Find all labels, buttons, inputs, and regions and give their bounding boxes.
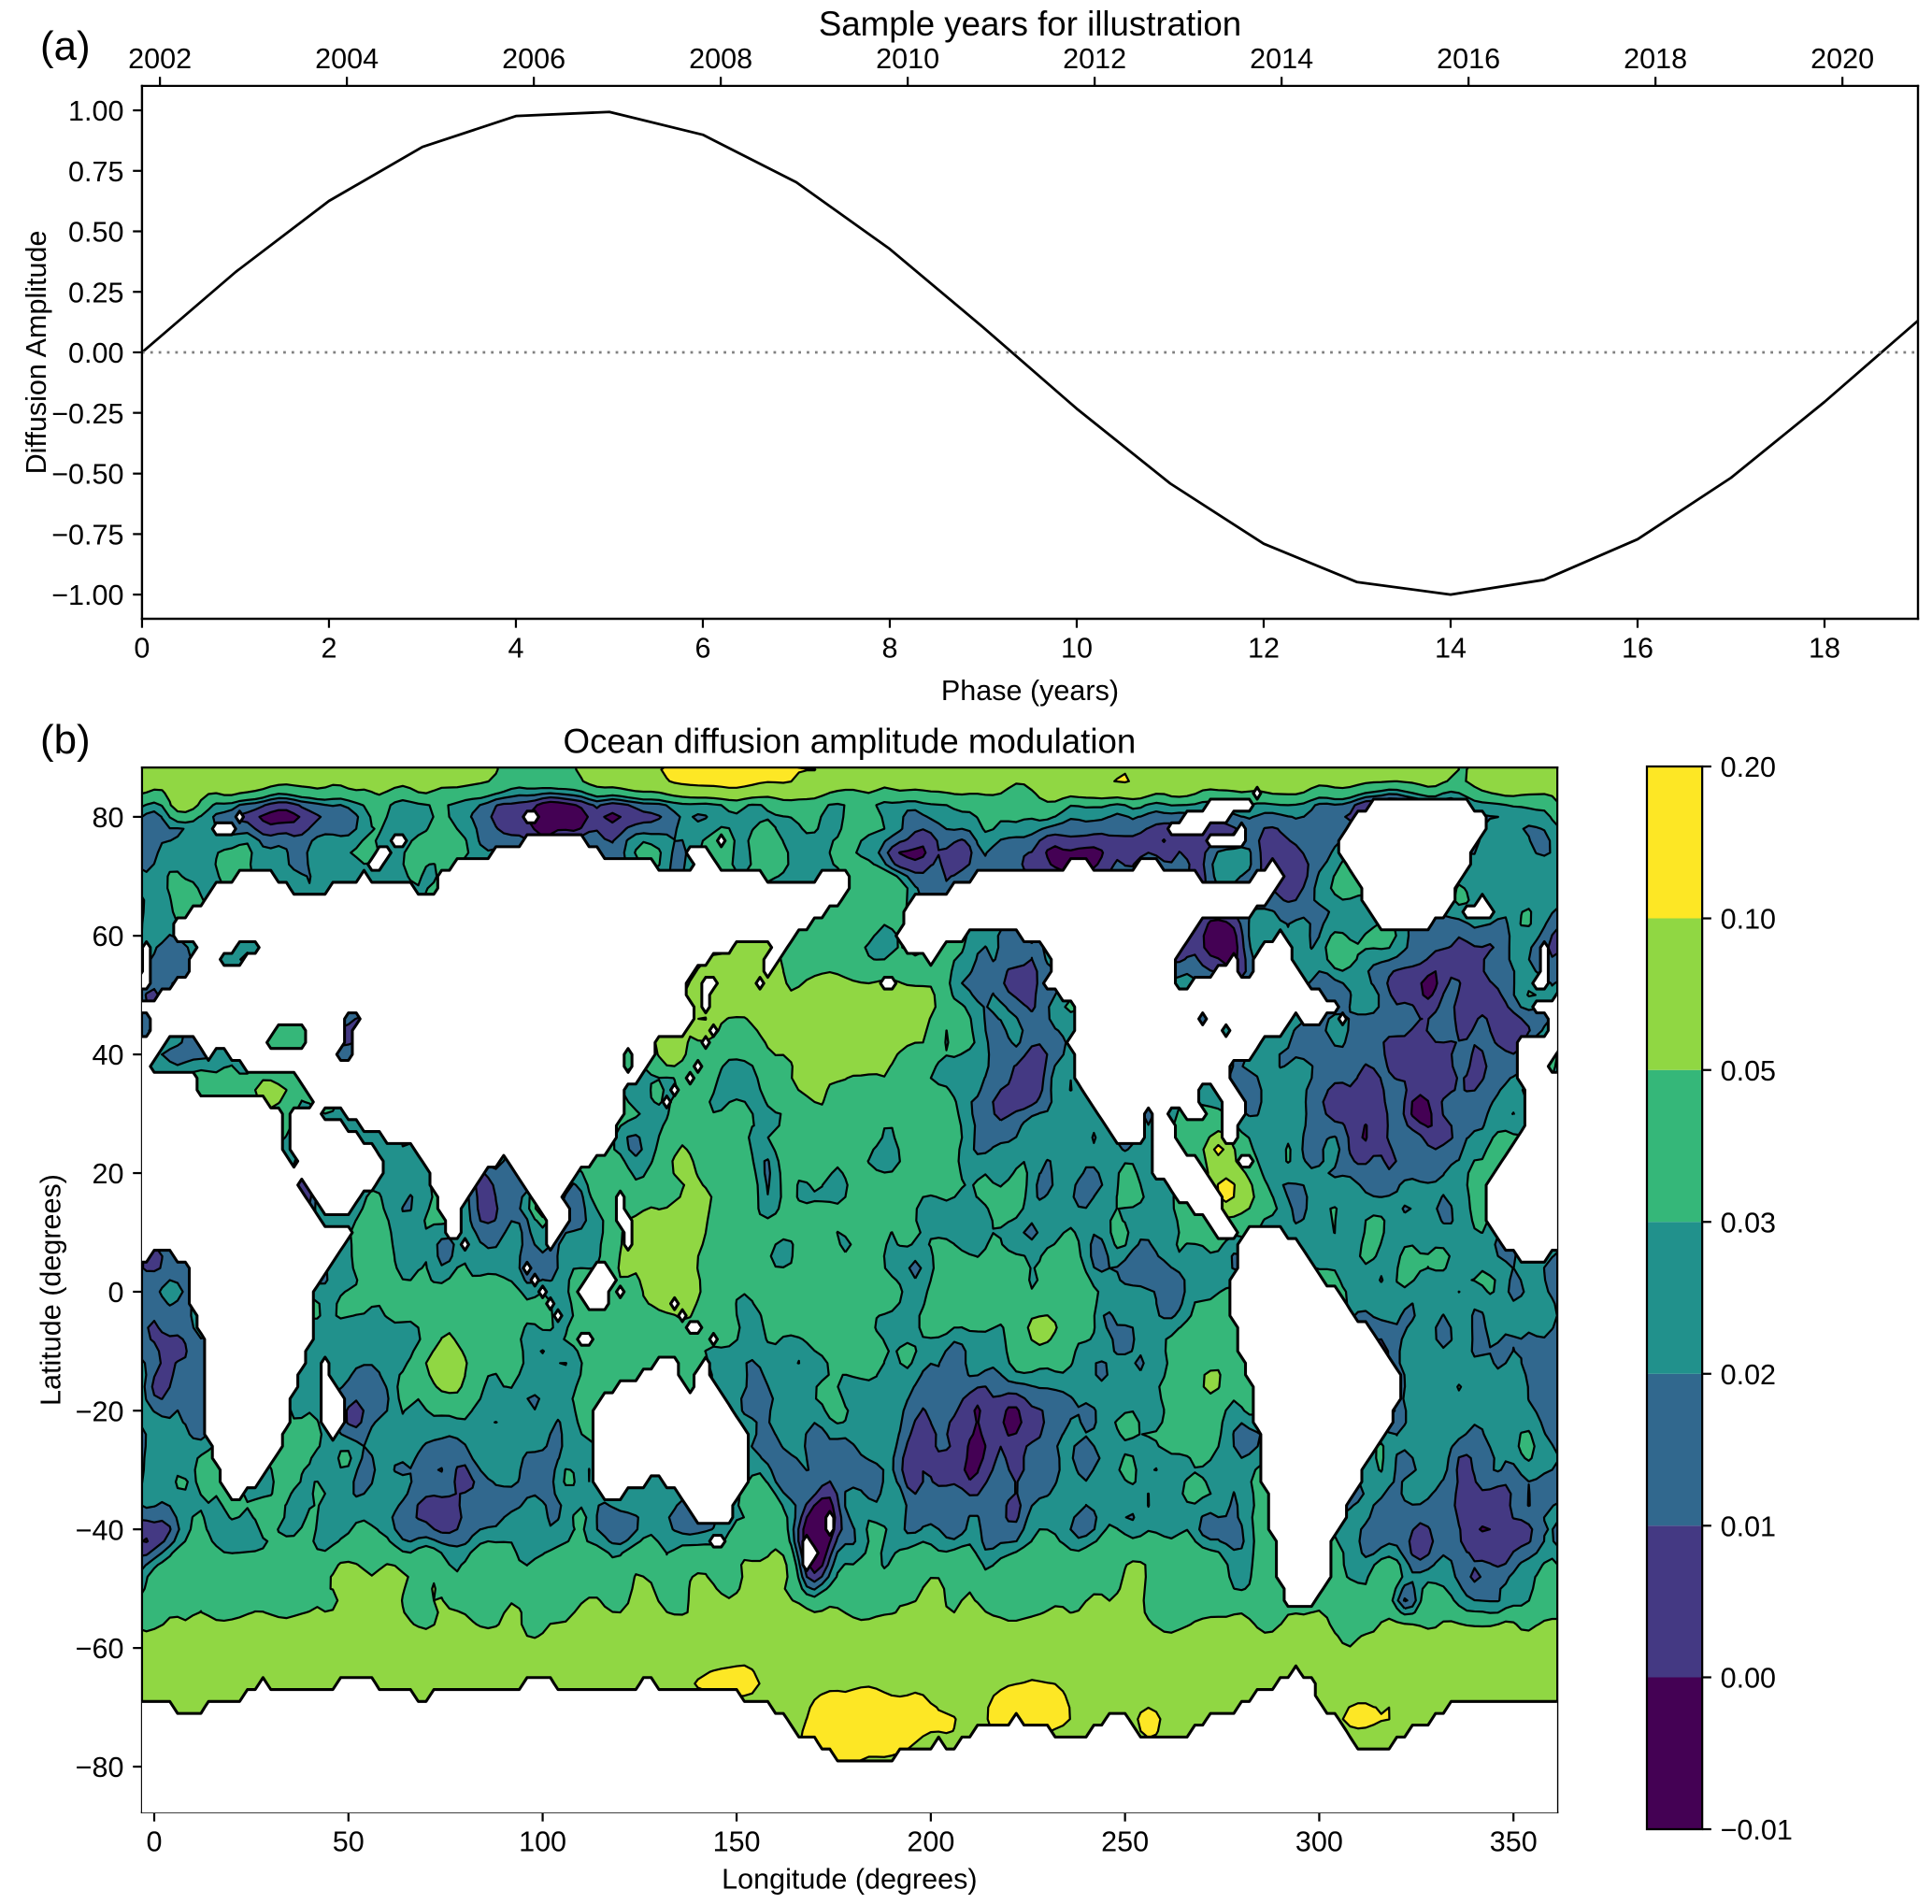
- svg-text:100: 100: [519, 1826, 566, 1858]
- svg-text:−0.25: −0.25: [51, 398, 123, 430]
- svg-text:−80: −80: [76, 1752, 124, 1783]
- svg-text:16: 16: [1622, 633, 1653, 665]
- svg-text:0.02: 0.02: [1721, 1359, 1776, 1391]
- svg-text:4: 4: [508, 633, 523, 665]
- svg-text:40: 40: [93, 1039, 124, 1071]
- svg-text:−20: −20: [76, 1396, 124, 1427]
- svg-text:−0.75: −0.75: [51, 520, 123, 551]
- svg-text:50: 50: [333, 1826, 365, 1858]
- svg-text:2008: 2008: [689, 43, 752, 75]
- svg-text:2004: 2004: [315, 43, 379, 75]
- svg-text:150: 150: [713, 1826, 761, 1858]
- svg-text:20: 20: [93, 1158, 124, 1190]
- svg-text:0.20: 0.20: [1721, 752, 1776, 783]
- svg-text:8: 8: [881, 633, 897, 665]
- svg-text:0: 0: [134, 633, 150, 665]
- svg-text:0.03: 0.03: [1721, 1207, 1776, 1238]
- svg-text:Diffusion Amplitude: Diffusion Amplitude: [21, 230, 52, 474]
- svg-text:0.10: 0.10: [1721, 904, 1776, 936]
- svg-text:−1.00: −1.00: [51, 580, 123, 611]
- svg-text:Longitude (degrees): Longitude (degrees): [722, 1863, 977, 1895]
- svg-text:250: 250: [1101, 1826, 1149, 1858]
- svg-text:200: 200: [907, 1826, 954, 1858]
- svg-text:0: 0: [147, 1826, 163, 1858]
- svg-text:0.01: 0.01: [1721, 1510, 1776, 1542]
- svg-text:2010: 2010: [876, 43, 939, 75]
- svg-text:−40: −40: [76, 1514, 124, 1546]
- svg-text:Sample years for illustration: Sample years for illustration: [819, 5, 1241, 43]
- svg-text:0: 0: [108, 1277, 124, 1309]
- svg-text:0.25: 0.25: [68, 277, 123, 308]
- svg-text:0.05: 0.05: [1721, 1055, 1776, 1087]
- svg-text:−0.01: −0.01: [1721, 1814, 1793, 1846]
- svg-text:0.00: 0.00: [1721, 1663, 1776, 1695]
- svg-text:Phase (years): Phase (years): [941, 675, 1119, 707]
- svg-text:60: 60: [93, 921, 124, 952]
- svg-text:Ocean diffusion amplitude modu: Ocean diffusion amplitude modulation: [564, 722, 1137, 760]
- svg-text:12: 12: [1248, 633, 1280, 665]
- svg-text:−60: −60: [76, 1633, 124, 1665]
- svg-text:Latitude (degrees): Latitude (degrees): [36, 1174, 67, 1406]
- svg-text:(b): (b): [40, 717, 91, 763]
- svg-text:300: 300: [1295, 1826, 1343, 1858]
- svg-text:2020: 2020: [1810, 43, 1874, 75]
- svg-text:2012: 2012: [1063, 43, 1126, 75]
- svg-text:−0.50: −0.50: [51, 459, 123, 491]
- svg-text:1.00: 1.00: [68, 95, 123, 127]
- svg-text:2006: 2006: [502, 43, 565, 75]
- svg-text:0.00: 0.00: [68, 337, 123, 369]
- svg-text:2016: 2016: [1437, 43, 1500, 75]
- svg-text:0.50: 0.50: [68, 217, 123, 249]
- svg-text:2014: 2014: [1250, 43, 1313, 75]
- svg-text:350: 350: [1490, 1826, 1538, 1858]
- svg-text:18: 18: [1809, 633, 1840, 665]
- svg-text:80: 80: [93, 802, 124, 834]
- svg-text:2: 2: [321, 633, 336, 665]
- svg-text:0.75: 0.75: [68, 156, 123, 188]
- svg-text:2018: 2018: [1624, 43, 1687, 75]
- svg-text:(a): (a): [40, 23, 91, 69]
- svg-text:14: 14: [1435, 633, 1467, 665]
- svg-text:2002: 2002: [128, 43, 192, 75]
- svg-text:6: 6: [694, 633, 710, 665]
- svg-text:10: 10: [1061, 633, 1093, 665]
